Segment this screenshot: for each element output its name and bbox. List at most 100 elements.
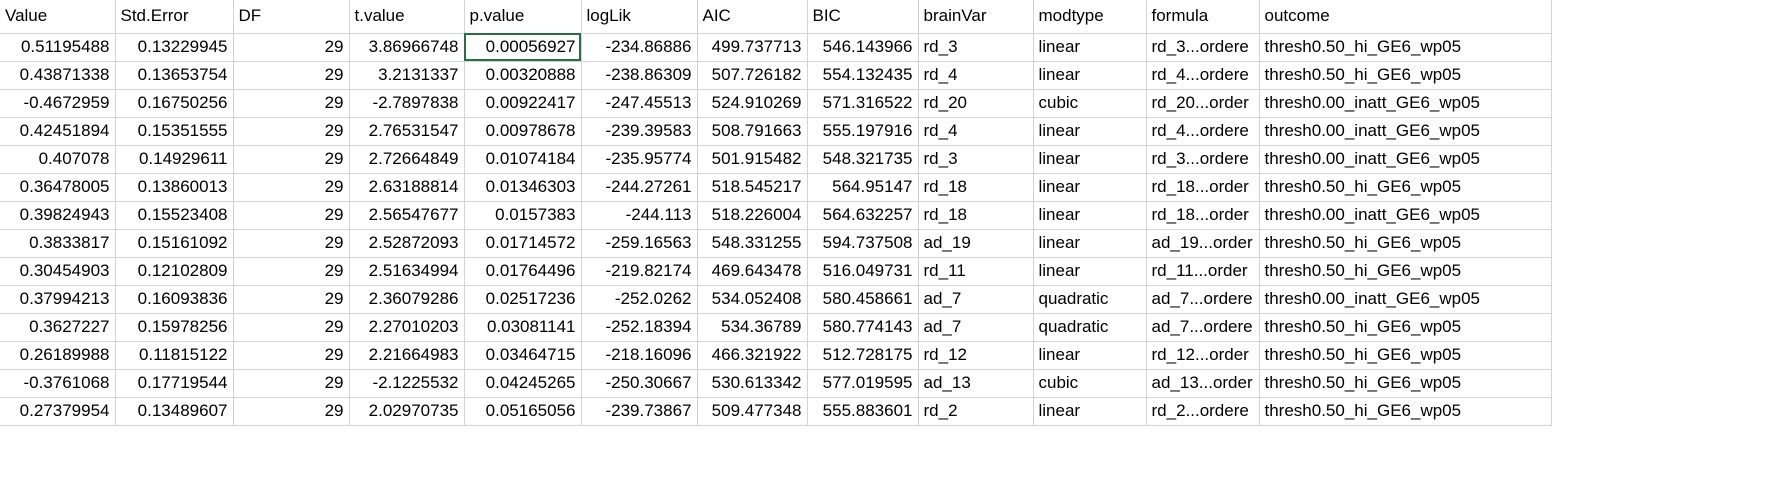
cell-loglik[interactable]: -252.18394 bbox=[581, 313, 698, 342]
cell-t-value[interactable]: 2.27010203 bbox=[349, 313, 465, 342]
cell-t-value[interactable]: 2.63188814 bbox=[349, 173, 465, 202]
cell-formula[interactable]: rd_18...order bbox=[1146, 201, 1260, 230]
cell-t-value[interactable]: 3.2131337 bbox=[349, 61, 465, 90]
cell-brainvar[interactable]: rd_18 bbox=[918, 173, 1034, 202]
cell-aic[interactable]: 499.737713 bbox=[697, 33, 808, 62]
cell-modtype[interactable]: quadratic bbox=[1033, 313, 1147, 342]
cell-formula[interactable]: rd_18...order bbox=[1146, 173, 1260, 202]
cell-value[interactable]: 0.27379954 bbox=[0, 397, 116, 426]
cell-aic[interactable]: 534.36789 bbox=[697, 313, 808, 342]
cell-bic[interactable]: 564.95147 bbox=[807, 173, 919, 202]
cell-std-error[interactable]: 0.16093836 bbox=[115, 285, 234, 314]
cell-aic[interactable]: 548.331255 bbox=[697, 229, 808, 258]
cell-t-value[interactable]: 2.72664849 bbox=[349, 145, 465, 174]
cell-loglik[interactable]: -244.113 bbox=[581, 201, 698, 230]
cell-modtype[interactable]: linear bbox=[1033, 397, 1147, 426]
cell-df[interactable]: 29 bbox=[233, 89, 350, 118]
cell-t-value[interactable]: 2.02970735 bbox=[349, 397, 465, 426]
cell-outcome[interactable]: thresh0.50_hi_GE6_wp05 bbox=[1259, 257, 1552, 286]
cell-outcome[interactable]: thresh0.50_hi_GE6_wp05 bbox=[1259, 313, 1552, 342]
cell-brainvar[interactable]: rd_2 bbox=[918, 397, 1034, 426]
cell-value[interactable]: 0.3833817 bbox=[0, 229, 116, 258]
cell-modtype[interactable]: linear bbox=[1033, 341, 1147, 370]
cell-bic[interactable]: 512.728175 bbox=[807, 341, 919, 370]
cell-loglik[interactable]: -219.82174 bbox=[581, 257, 698, 286]
header-cell-brainvar[interactable]: brainVar bbox=[918, 0, 1034, 34]
cell-std-error[interactable]: 0.15161092 bbox=[115, 229, 234, 258]
cell-value[interactable]: 0.37994213 bbox=[0, 285, 116, 314]
cell-outcome[interactable]: thresh0.00_inatt_GE6_wp05 bbox=[1259, 145, 1552, 174]
cell-std-error[interactable]: 0.13860013 bbox=[115, 173, 234, 202]
cell-formula[interactable]: rd_3...ordere bbox=[1146, 33, 1260, 62]
header-cell-aic[interactable]: AIC bbox=[697, 0, 808, 34]
cell-p-value[interactable]: 0.01074184 bbox=[464, 145, 582, 174]
cell-t-value[interactable]: 2.36079286 bbox=[349, 285, 465, 314]
cell-df[interactable]: 29 bbox=[233, 173, 350, 202]
cell-modtype[interactable]: cubic bbox=[1033, 369, 1147, 398]
cell-value[interactable]: -0.3761068 bbox=[0, 369, 116, 398]
cell-p-value[interactable]: 0.00922417 bbox=[464, 89, 582, 118]
cell-modtype[interactable]: linear bbox=[1033, 61, 1147, 90]
cell-t-value[interactable]: 2.56547677 bbox=[349, 201, 465, 230]
cell-value[interactable]: 0.407078 bbox=[0, 145, 116, 174]
cell-t-value[interactable]: 3.86966748 bbox=[349, 33, 465, 62]
cell-formula[interactable]: rd_2...ordere bbox=[1146, 397, 1260, 426]
cell-formula[interactable]: rd_20...order bbox=[1146, 89, 1260, 118]
cell-modtype[interactable]: linear bbox=[1033, 117, 1147, 146]
cell-std-error[interactable]: 0.17719544 bbox=[115, 369, 234, 398]
cell-bic[interactable]: 571.316522 bbox=[807, 89, 919, 118]
cell-bic[interactable]: 546.143966 bbox=[807, 33, 919, 62]
cell-df[interactable]: 29 bbox=[233, 369, 350, 398]
cell-formula[interactable]: ad_7...ordere bbox=[1146, 313, 1260, 342]
header-cell-p-value[interactable]: p.value bbox=[464, 0, 582, 34]
cell-p-value[interactable]: 0.03081141 bbox=[464, 313, 582, 342]
cell-outcome[interactable]: thresh0.00_inatt_GE6_wp05 bbox=[1259, 89, 1552, 118]
cell-std-error[interactable]: 0.11815122 bbox=[115, 341, 234, 370]
cell-modtype[interactable]: cubic bbox=[1033, 89, 1147, 118]
cell-p-value[interactable]: 0.01714572 bbox=[464, 229, 582, 258]
cell-p-value[interactable]: 0.04245265 bbox=[464, 369, 582, 398]
cell-brainvar[interactable]: rd_12 bbox=[918, 341, 1034, 370]
cell-outcome[interactable]: thresh0.00_inatt_GE6_wp05 bbox=[1259, 285, 1552, 314]
cell-outcome[interactable]: thresh0.50_hi_GE6_wp05 bbox=[1259, 369, 1552, 398]
cell-std-error[interactable]: 0.15351555 bbox=[115, 117, 234, 146]
cell-modtype[interactable]: linear bbox=[1033, 173, 1147, 202]
cell-modtype[interactable]: linear bbox=[1033, 229, 1147, 258]
cell-p-value[interactable]: 0.03464715 bbox=[464, 341, 582, 370]
cell-loglik[interactable]: -239.39583 bbox=[581, 117, 698, 146]
cell-bic[interactable]: 548.321735 bbox=[807, 145, 919, 174]
header-cell-std-error[interactable]: Std.Error bbox=[115, 0, 234, 34]
cell-bic[interactable]: 554.132435 bbox=[807, 61, 919, 90]
cell-df[interactable]: 29 bbox=[233, 313, 350, 342]
cell-aic[interactable]: 501.915482 bbox=[697, 145, 808, 174]
cell-loglik[interactable]: -252.0262 bbox=[581, 285, 698, 314]
cell-value[interactable]: 0.39824943 bbox=[0, 201, 116, 230]
cell-std-error[interactable]: 0.15523408 bbox=[115, 201, 234, 230]
cell-std-error[interactable]: 0.15978256 bbox=[115, 313, 234, 342]
cell-loglik[interactable]: -238.86309 bbox=[581, 61, 698, 90]
cell-value[interactable]: 0.3627227 bbox=[0, 313, 116, 342]
cell-loglik[interactable]: -244.27261 bbox=[581, 173, 698, 202]
cell-aic[interactable]: 509.477348 bbox=[697, 397, 808, 426]
cell-p-value[interactable]: 0.00320888 bbox=[464, 61, 582, 90]
cell-outcome[interactable]: thresh0.50_hi_GE6_wp05 bbox=[1259, 33, 1552, 62]
cell-outcome[interactable]: thresh0.50_hi_GE6_wp05 bbox=[1259, 341, 1552, 370]
cell-bic[interactable]: 555.197916 bbox=[807, 117, 919, 146]
cell-formula[interactable]: ad_19...order bbox=[1146, 229, 1260, 258]
cell-value[interactable]: 0.42451894 bbox=[0, 117, 116, 146]
cell-df[interactable]: 29 bbox=[233, 285, 350, 314]
cell-df[interactable]: 29 bbox=[233, 201, 350, 230]
cell-loglik[interactable]: -239.73867 bbox=[581, 397, 698, 426]
cell-std-error[interactable]: 0.13653754 bbox=[115, 61, 234, 90]
cell-std-error[interactable]: 0.14929611 bbox=[115, 145, 234, 174]
cell-brainvar[interactable]: rd_18 bbox=[918, 201, 1034, 230]
cell-brainvar[interactable]: rd_3 bbox=[918, 145, 1034, 174]
header-cell-t-value[interactable]: t.value bbox=[349, 0, 465, 34]
cell-df[interactable]: 29 bbox=[233, 257, 350, 286]
cell-brainvar[interactable]: ad_7 bbox=[918, 285, 1034, 314]
cell-df[interactable]: 29 bbox=[233, 229, 350, 258]
cell-formula[interactable]: ad_13...order bbox=[1146, 369, 1260, 398]
cell-outcome[interactable]: thresh0.50_hi_GE6_wp05 bbox=[1259, 397, 1552, 426]
cell-brainvar[interactable]: ad_7 bbox=[918, 313, 1034, 342]
cell-p-value[interactable]: 0.00978678 bbox=[464, 117, 582, 146]
